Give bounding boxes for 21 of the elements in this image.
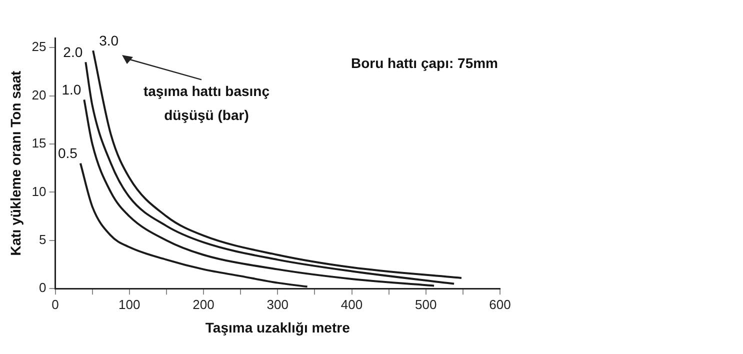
series-label: 0.5 bbox=[58, 145, 78, 162]
series-label: 3.0 bbox=[99, 32, 119, 48]
y-tick-label: 10 bbox=[32, 184, 46, 199]
x-tick-label: 0 bbox=[52, 296, 59, 312]
annotation: taşıma hattı basınç düşüşü (bar) bbox=[143, 83, 270, 123]
y-tick-label: 25 bbox=[32, 39, 46, 54]
series-label: 2.0 bbox=[63, 44, 83, 60]
annotation: Boru hattı çapı: 75mm bbox=[350, 55, 498, 71]
y-tick-label: 0 bbox=[39, 280, 46, 296]
x-tick-label: 200 bbox=[192, 296, 214, 312]
x-tick-label: 400 bbox=[340, 296, 363, 312]
x-tick-label: 100 bbox=[118, 296, 140, 312]
y-tick-label: 20 bbox=[32, 87, 46, 102]
x-tick-label: 600 bbox=[489, 296, 511, 312]
x-tick-label: 300 bbox=[266, 296, 288, 312]
series-label: 1.0 bbox=[62, 82, 82, 98]
y-tick-label: 5 bbox=[39, 232, 46, 247]
y-axis-title: Katı yükleme oranı Ton saat bbox=[7, 70, 24, 256]
x-tick-label: 500 bbox=[415, 296, 437, 312]
x-axis-title: Taşıma uzaklığı metre bbox=[205, 319, 350, 336]
y-tick-label: 15 bbox=[32, 136, 46, 151]
